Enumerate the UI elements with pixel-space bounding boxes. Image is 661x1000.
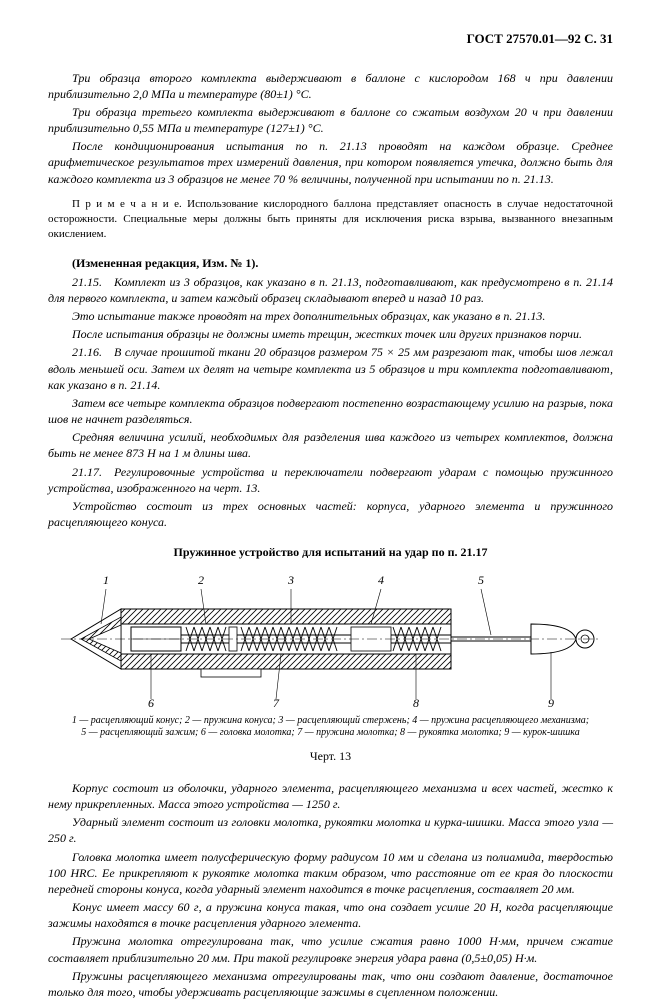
label-9: 9: [548, 696, 554, 709]
para-12: Устройство состоит из трех основных част…: [48, 498, 613, 530]
legend-line-1: 1 — расцепляющий конус; 2 — пружина кону…: [72, 715, 589, 726]
para-11: 21.17. Регулировочные устройства и перек…: [48, 464, 613, 496]
figure-caption: Черт. 13: [48, 748, 613, 764]
label-6: 6: [148, 696, 154, 709]
para-5: 21.15. Комплект из 3 образцов, как указа…: [48, 274, 613, 306]
para-16: Конус имеет массу 60 г, а пружина конуса…: [48, 899, 613, 931]
figure-title: Пружинное устройство для испытаний на уд…: [48, 544, 613, 560]
para-7: После испытания образцы не должны иметь …: [48, 326, 613, 342]
para-10: Средняя величина усилий, необходимых для…: [48, 429, 613, 461]
para-14: Ударный элемент состоит из головки молот…: [48, 814, 613, 846]
page-header: ГОСТ 27570.01—92 С. 31: [48, 30, 613, 48]
para-15: Головка молотка имеет полусферическую фо…: [48, 849, 613, 898]
para-9: Затем все четыре комплекта образцов подв…: [48, 395, 613, 427]
para-1: Три образца второго комплекта выдерживаю…: [48, 70, 613, 102]
label-8: 8: [413, 696, 419, 709]
label-7: 7: [273, 696, 280, 709]
label-4: 4: [378, 573, 384, 587]
figure-13: 1 2 3 4 5 6 7 8 9: [51, 569, 611, 709]
para-4a: (Измененная редакция, Изм. № 1).: [48, 255, 613, 271]
label-2: 2: [198, 573, 204, 587]
para-13: Корпус состоит из оболочки, ударного эле…: [48, 780, 613, 812]
note: П р и м е ч а н и е. Использование кисло…: [48, 197, 613, 242]
figure-legend: 1 — расцепляющий конус; 2 — пружина кону…: [48, 715, 613, 740]
page: ГОСТ 27570.01—92 С. 31 Три образца второ…: [0, 0, 661, 936]
para-2: Три образца третьего комплекта выдержива…: [48, 104, 613, 136]
para-8: 21.16. В случае прошитой ткани 20 образц…: [48, 344, 613, 393]
para-3: После кондиционирования испытания по п. …: [48, 138, 613, 187]
label-3: 3: [287, 573, 294, 587]
label-1: 1: [103, 573, 109, 587]
label-5: 5: [478, 573, 484, 587]
para-6: Это испытание также проводят на трех доп…: [48, 308, 613, 324]
para-17: Пружина молотка отрегулирована так, что …: [48, 933, 613, 965]
para-18: Пружины расцепляющего механизма отрегули…: [48, 968, 613, 1000]
legend-line-2: 5 — расцепляющий зажим; 6 — головка моло…: [81, 727, 579, 738]
